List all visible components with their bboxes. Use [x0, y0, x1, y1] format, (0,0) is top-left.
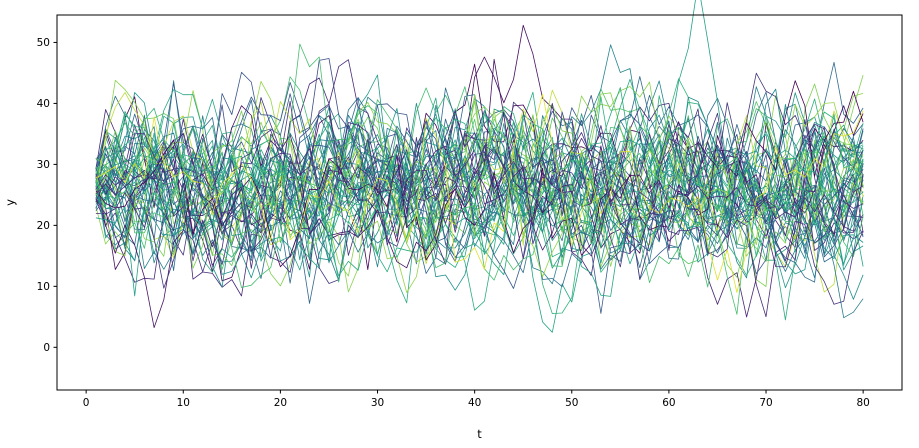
y-tick-label: 20 — [37, 220, 50, 232]
trajectory-line — [95, 74, 864, 287]
trajectory-line — [95, 43, 864, 288]
x-tick-label: 50 — [565, 397, 578, 409]
x-tick-label: 20 — [274, 397, 287, 409]
trajectory-line — [95, 113, 864, 267]
x-tick-label: 0 — [83, 397, 90, 409]
y-tick-label: 30 — [37, 159, 50, 171]
trajectory-line — [95, 114, 864, 300]
trajectory-line — [95, 103, 864, 305]
y-axis-label: y — [3, 199, 17, 206]
trajectory-line — [95, 91, 864, 265]
axes-spines — [56, 14, 903, 391]
trajectory-line — [95, 122, 864, 318]
y-tick-label: 0 — [43, 342, 50, 354]
x-tick-label: 40 — [468, 397, 481, 409]
x-tick-label: 60 — [662, 397, 675, 409]
x-axis-label: t — [477, 427, 482, 441]
trajectory-line — [95, 93, 864, 293]
trajectory-line — [95, 106, 864, 283]
trajectory-line — [95, 89, 864, 297]
y-tick-label: 10 — [37, 281, 50, 293]
trajectory-lines — [95, 0, 864, 333]
x-tick-label: 10 — [177, 397, 190, 409]
axes: 0 10 20 30 40 50 60 70 80 0 10 20 30 40 50 — [37, 14, 903, 409]
trajectory-line — [95, 129, 864, 282]
trajectory-line — [95, 0, 864, 297]
y-tick-label: 40 — [37, 98, 50, 110]
y-tick-label: 50 — [37, 37, 50, 49]
trajectory-line — [95, 58, 864, 228]
x-tick-label: 80 — [856, 397, 869, 409]
trajectory-line — [95, 83, 864, 278]
trajectory-line — [95, 104, 864, 279]
x-tick-label: 70 — [759, 397, 772, 409]
trajectory-line — [95, 97, 864, 289]
x-tick-label: 30 — [371, 397, 384, 409]
